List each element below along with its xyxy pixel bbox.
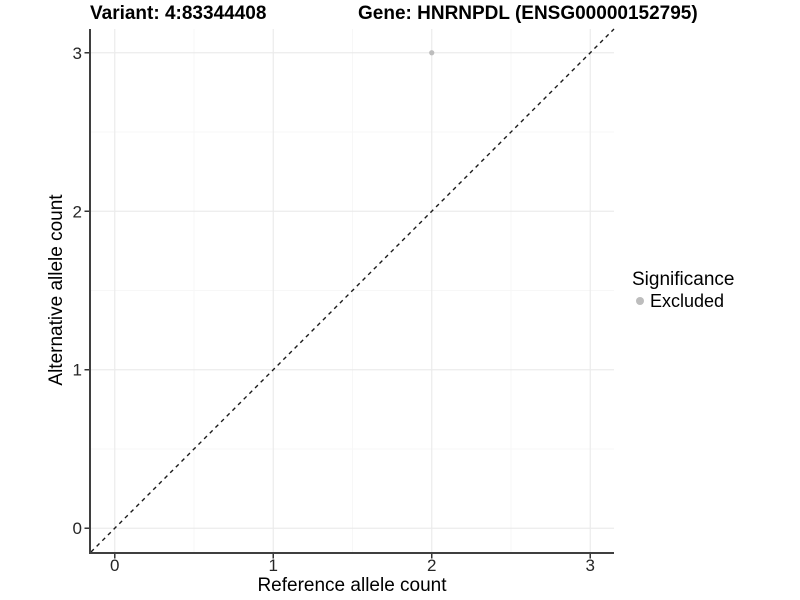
legend-title: Significance	[632, 269, 735, 290]
identity-line	[90, 28, 615, 553]
gene-title: Gene: HNRNPDL (ENSG00000152795)	[358, 3, 698, 24]
legend-label: Excluded	[650, 290, 725, 311]
y-axis-title: Alternative allele count	[46, 194, 67, 386]
y-tick-label: 3	[73, 44, 82, 63]
y-tick-label: 1	[73, 361, 82, 380]
y-tick-label: 0	[73, 519, 82, 538]
x-tick-label: 0	[110, 556, 119, 575]
legend-key	[632, 293, 648, 309]
x-axis-title: Reference allele count	[257, 575, 447, 596]
data-point	[429, 50, 435, 56]
x-tick-label: 1	[269, 556, 278, 575]
y-tick-label: 2	[73, 202, 82, 221]
x-tick-label: 2	[427, 556, 436, 575]
variant-title: Variant: 4:83344408	[90, 3, 267, 24]
x-tick-label: 3	[585, 556, 594, 575]
legend-item-excluded: Excluded	[630, 291, 734, 311]
excluded-point-icon	[636, 297, 644, 305]
legend: Significance Excluded	[630, 268, 734, 311]
